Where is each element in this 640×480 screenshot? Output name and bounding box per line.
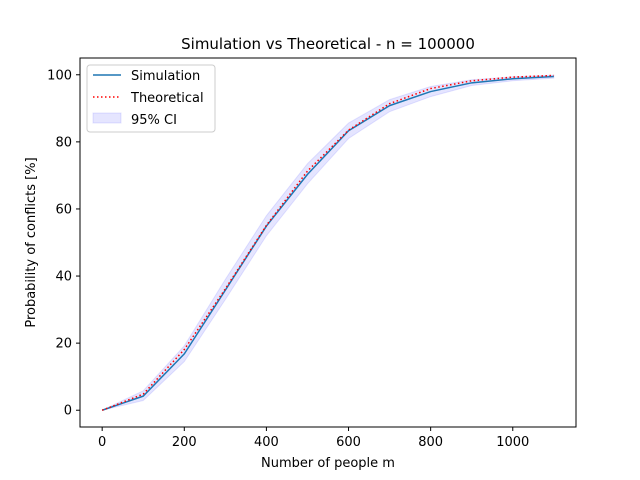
chart-title: Simulation vs Theoretical - n = 100000: [181, 35, 475, 53]
x-tick-label: 1000: [496, 435, 529, 450]
x-axis-label: Number of people m: [261, 456, 395, 471]
legend-ci-label: 95% CI: [131, 113, 177, 128]
x-tick-label: 800: [418, 435, 443, 450]
legend-theoretical-label: Theoretical: [130, 91, 204, 106]
y-axis: 0 20 40 60 80 100: [47, 68, 80, 419]
y-tick-label: 80: [55, 135, 72, 150]
x-axis: 0 200 400 600 800 1000: [98, 427, 529, 450]
y-tick-label: 40: [55, 270, 72, 285]
series-line-simulation: [101, 75, 554, 411]
y-tick-label: 60: [55, 202, 72, 217]
plot-area: [101, 74, 555, 411]
axes-frame: [79, 57, 577, 428]
legend-box: [86, 64, 216, 133]
x-tick-label: 0: [98, 435, 106, 450]
y-tick-label: 0: [64, 404, 72, 419]
y-tick-label: 20: [55, 337, 72, 352]
x-tick-label: 400: [254, 435, 279, 450]
legend-ci-swatch: [92, 112, 122, 124]
y-axis-label: Probability of conflicts [%]: [24, 157, 39, 327]
y-tick-label: 100: [47, 68, 72, 83]
x-tick-label: 200: [172, 435, 197, 450]
legend-simulation-label: Simulation: [131, 69, 200, 84]
x-tick-label: 600: [336, 435, 361, 450]
series-line-theoretical: [101, 74, 554, 411]
legend: Simulation Theoretical 95% CI: [86, 64, 216, 133]
